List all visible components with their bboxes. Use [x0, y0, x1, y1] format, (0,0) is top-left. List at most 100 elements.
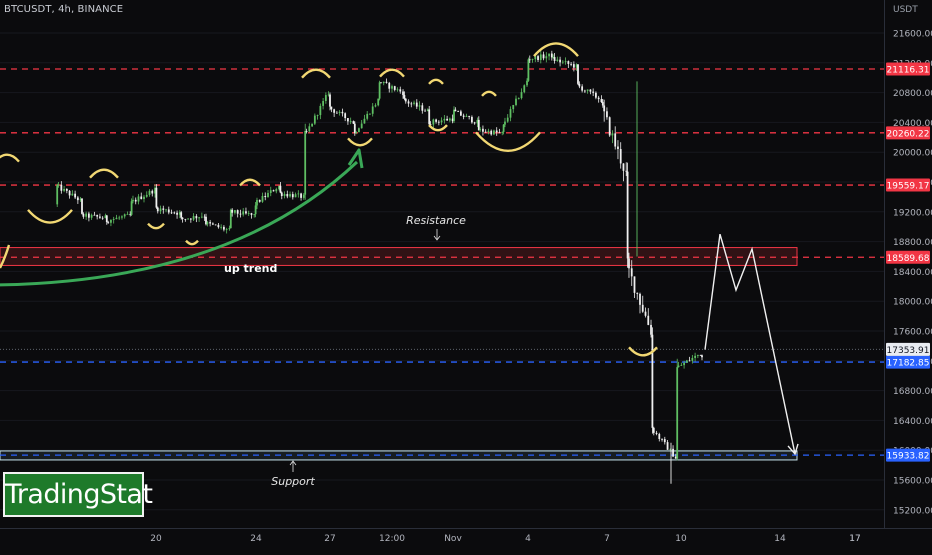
current-price-label: 17353.91	[887, 346, 930, 356]
candle-body	[462, 115, 465, 117]
price-axis[interactable]: 21600.0021200.0020800.0020400.0020000.00…	[884, 0, 932, 528]
candle-body	[564, 61, 567, 62]
candles[interactable]	[56, 50, 703, 484]
candle-body	[118, 217, 121, 219]
candle-body	[399, 89, 402, 92]
candle-body	[471, 116, 473, 123]
y-tick-label: 16800.00	[893, 387, 932, 397]
candle-body	[476, 119, 479, 124]
y-tick-label: 20000.00	[893, 149, 932, 159]
candle-body	[617, 146, 619, 150]
candle-body	[625, 170, 628, 172]
swing-high-mark	[239, 178, 261, 187]
candle-body	[539, 54, 542, 60]
candle-body	[677, 365, 680, 368]
candle-body	[639, 293, 641, 305]
candle-body	[509, 109, 512, 118]
candle-body	[275, 189, 278, 192]
candle-body	[608, 117, 611, 136]
candle-body	[220, 226, 223, 228]
candle-body	[178, 212, 181, 215]
candle-body	[68, 190, 71, 196]
candle-body	[567, 61, 570, 64]
grid	[0, 32, 884, 511]
candle-body	[570, 63, 573, 65]
candle-body	[611, 133, 614, 136]
x-tick-label: 7	[604, 534, 610, 544]
resistance-pointer	[433, 229, 441, 241]
candle-body	[556, 59, 559, 61]
candle-body	[477, 119, 480, 131]
candle-body	[484, 131, 487, 133]
candle-body	[603, 105, 606, 112]
candle-body	[154, 187, 156, 194]
candle-body	[407, 101, 410, 104]
candle-body	[305, 130, 308, 132]
y-tick-label: 19200.00	[893, 208, 932, 218]
candle-body	[377, 98, 380, 106]
candle-body	[302, 194, 305, 198]
candle-body	[572, 64, 575, 68]
level-price-tag	[886, 178, 930, 192]
candle-body	[60, 184, 63, 191]
candle-body	[250, 213, 253, 215]
candle-body	[490, 130, 493, 135]
candle-body	[355, 132, 358, 134]
x-tick-label: Nov	[444, 534, 462, 544]
candle-body	[104, 215, 107, 219]
candle-body	[410, 103, 413, 105]
candle-body	[495, 130, 498, 133]
y-tick-label: 21600.00	[893, 30, 932, 40]
candle-body	[349, 121, 352, 122]
candle-body	[552, 57, 555, 58]
candle-body	[523, 85, 526, 93]
candle-body	[424, 110, 426, 112]
candle-body	[633, 276, 636, 293]
candle-body	[415, 102, 418, 107]
candle-body	[329, 94, 331, 107]
level-price-label: 15933.82	[887, 452, 930, 462]
candle-body	[435, 119, 437, 122]
x-tick-label: 17	[849, 534, 860, 544]
level-price-label: 18589.68	[887, 254, 930, 264]
candle-body	[446, 118, 449, 121]
swing-low-mark	[147, 222, 165, 230]
candle-body	[534, 56, 537, 60]
currency-label: USDT	[893, 5, 918, 15]
candle-body	[81, 198, 83, 214]
candle-body	[156, 207, 159, 212]
candle-body	[79, 198, 82, 201]
swing-low-mark	[347, 137, 373, 147]
candle-body	[311, 123, 313, 127]
candle-body	[630, 268, 633, 277]
candle-body	[685, 360, 688, 363]
candle-body	[691, 357, 694, 361]
y-tick-label: 16400.00	[893, 417, 932, 427]
candle-body	[601, 102, 604, 106]
candle-body	[308, 126, 311, 132]
drawings	[0, 42, 799, 456]
candle-body	[322, 101, 325, 106]
level-price-label: 20260.22	[887, 129, 930, 139]
x-tick-label: 14	[774, 534, 786, 544]
candle-body	[396, 89, 399, 91]
candle-body	[382, 81, 385, 84]
candle-body	[115, 217, 118, 220]
candle-body	[181, 217, 184, 219]
candle-body	[647, 315, 650, 325]
candle-body	[391, 86, 393, 89]
candle-body	[688, 360, 691, 362]
candle-body	[229, 209, 232, 229]
candle-body	[388, 82, 391, 89]
candle-body	[459, 111, 462, 116]
candle-body	[597, 97, 600, 100]
candle-body	[272, 190, 275, 192]
candle-body	[680, 365, 683, 366]
candle-body	[87, 213, 90, 218]
candle-body	[453, 109, 455, 122]
candle-body	[300, 193, 302, 198]
candle-body	[324, 95, 327, 102]
